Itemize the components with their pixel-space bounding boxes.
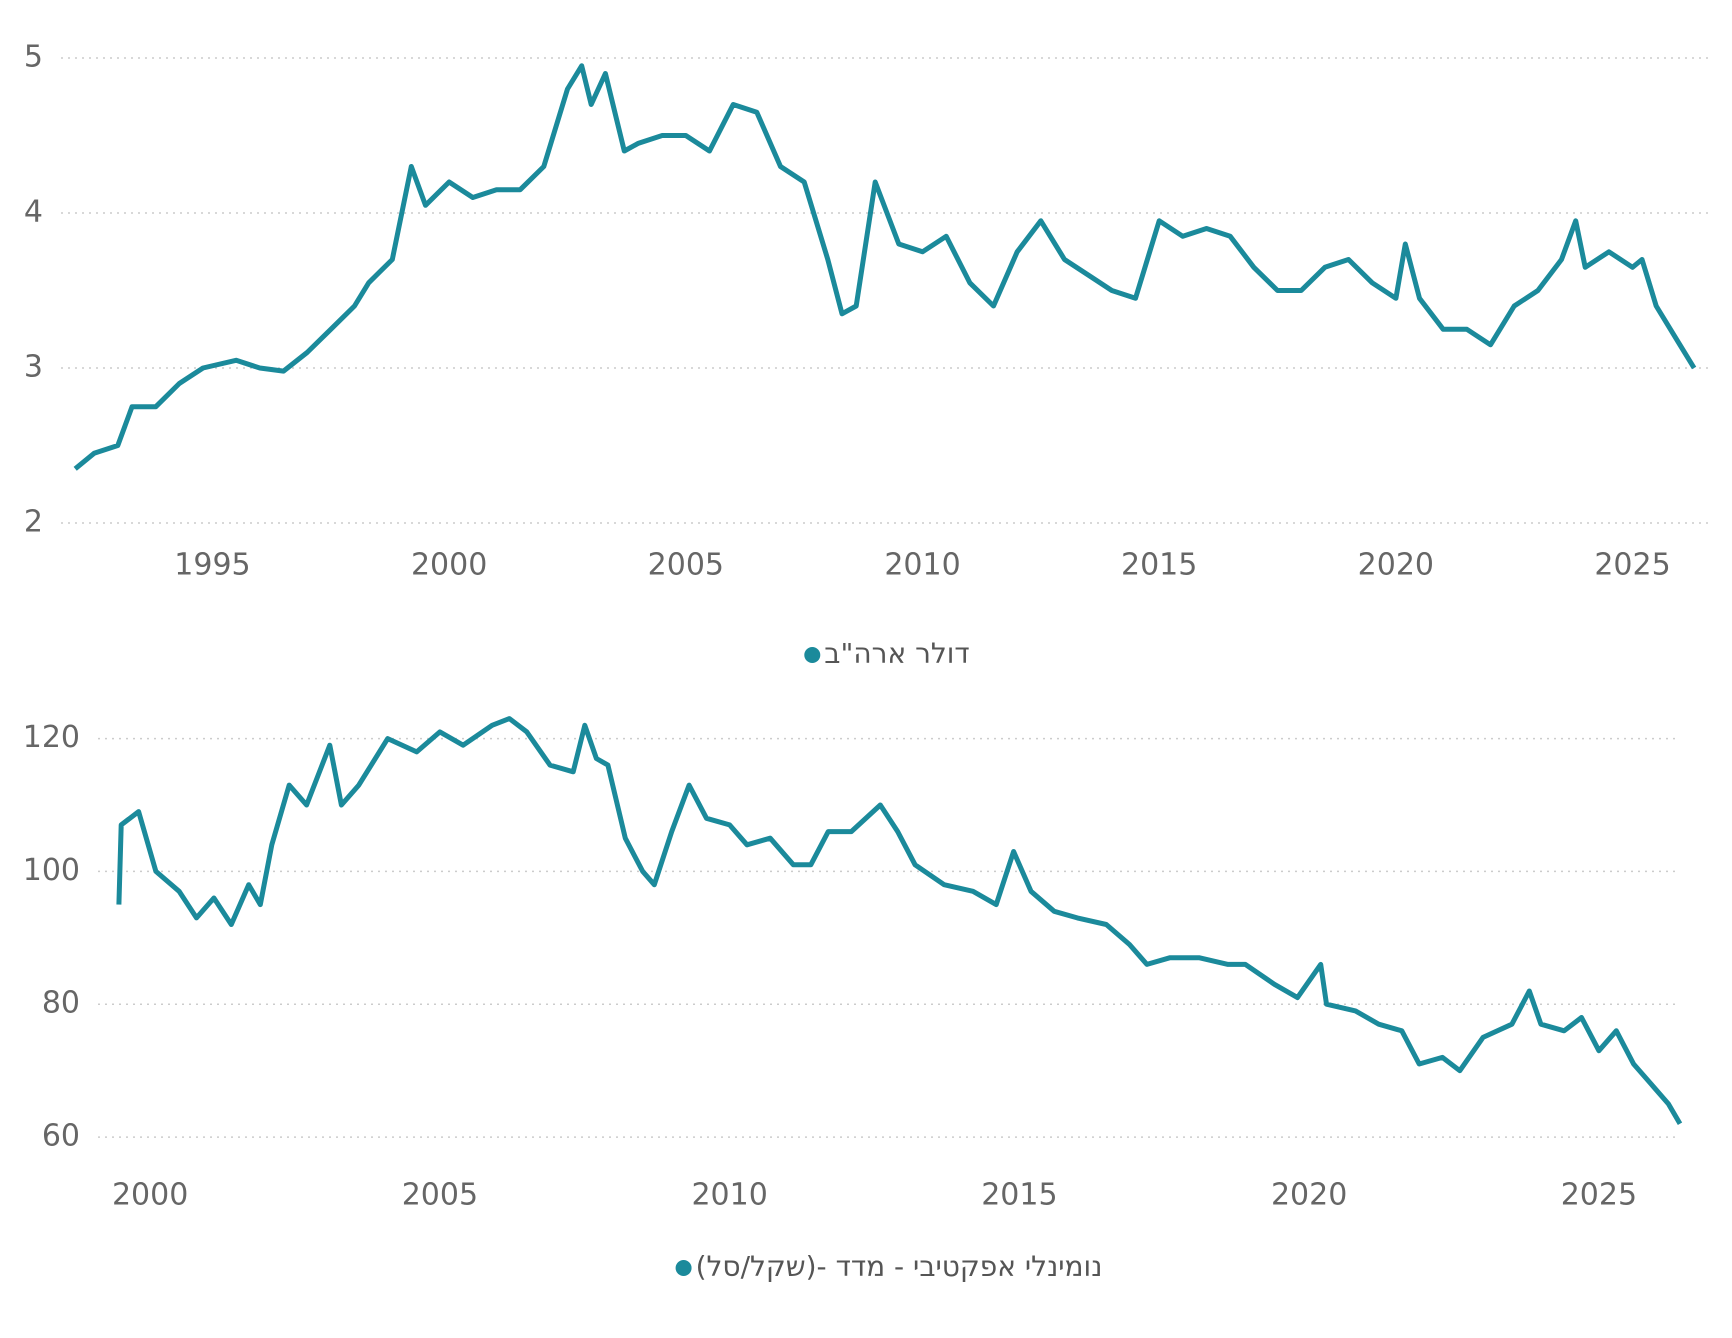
- legend-marker: [804, 647, 821, 663]
- x-tick-label: 2005: [402, 1178, 478, 1213]
- x-tick-label: 2010: [884, 548, 960, 583]
- legend-marker: [675, 1260, 692, 1276]
- x-tick-label: 2010: [691, 1178, 767, 1213]
- line: [116, 716, 1683, 1126]
- legend-label: דולר ארה"ב: [824, 637, 969, 670]
- y-tick-label: 100: [23, 853, 80, 888]
- y-tick-label: 3: [24, 350, 43, 385]
- x-tick-label: 2020: [1271, 1178, 1347, 1213]
- x-tick-label: 2025: [1594, 548, 1670, 583]
- y-tick-label: 4: [24, 195, 43, 230]
- x-tick-label: 2000: [112, 1178, 188, 1213]
- x-tick-label: 2025: [1561, 1178, 1637, 1213]
- x-tick-label: 1995: [174, 548, 250, 583]
- y-tick-label: 60: [42, 1119, 80, 1154]
- y-tick-label: 2: [24, 505, 43, 540]
- x-tick-label: 2015: [981, 1178, 1057, 1213]
- x-tick-label: 2015: [1121, 548, 1197, 583]
- y-tick-label: 5: [24, 40, 43, 75]
- line: [73, 63, 1697, 471]
- x-tick-label: 2020: [1358, 548, 1434, 583]
- x-tick-label: 2000: [411, 548, 487, 583]
- y-tick-label: 120: [23, 720, 80, 755]
- legend-label: נומינלי אפקטיבי - מדד -(שקל/סל): [696, 1250, 1103, 1283]
- y-tick-label: 80: [42, 986, 80, 1021]
- x-tick-label: 2005: [648, 548, 724, 583]
